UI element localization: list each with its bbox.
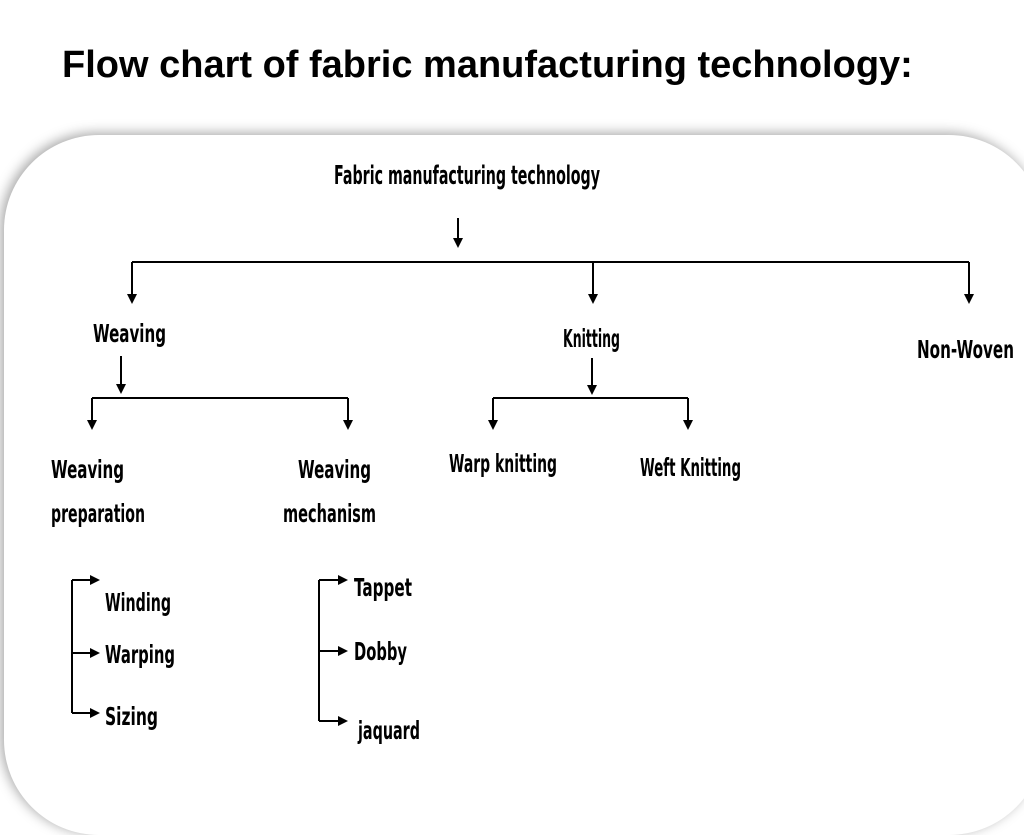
slide-title: Flow chart of fabric manufacturing techn… [62, 44, 913, 86]
node-weaving: Weaving [93, 319, 166, 348]
node-tappet: Tappet [354, 573, 412, 602]
node-jaquard: jaquard [357, 716, 420, 745]
nodes: Fabric manufacturing technology Weaving … [51, 161, 1014, 745]
node-sizing: Sizing [105, 702, 158, 731]
node-weaving-mechanism-line1: Weaving [298, 455, 371, 484]
node-dobby: Dobby [354, 637, 407, 666]
node-root: Fabric manufacturing technology [334, 161, 600, 191]
connectors [71, 218, 974, 726]
node-winding: Winding [105, 588, 171, 617]
node-weaving-preparation-line1: Weaving [51, 455, 124, 484]
node-weft-knitting: Weft Knitting [640, 453, 741, 482]
node-non-woven: Non-Woven [917, 335, 1014, 364]
diagram-panel [4, 135, 1024, 835]
node-warping: Warping [105, 640, 175, 669]
node-warp-knitting: Warp knitting [449, 449, 557, 478]
node-weaving-preparation-line2: preparation [51, 499, 145, 528]
node-knitting: Knitting [563, 324, 620, 353]
flow-chart: Fabric manufacturing technology Weaving … [51, 161, 1014, 745]
node-weaving-mechanism-line2: mechanism [283, 499, 376, 528]
